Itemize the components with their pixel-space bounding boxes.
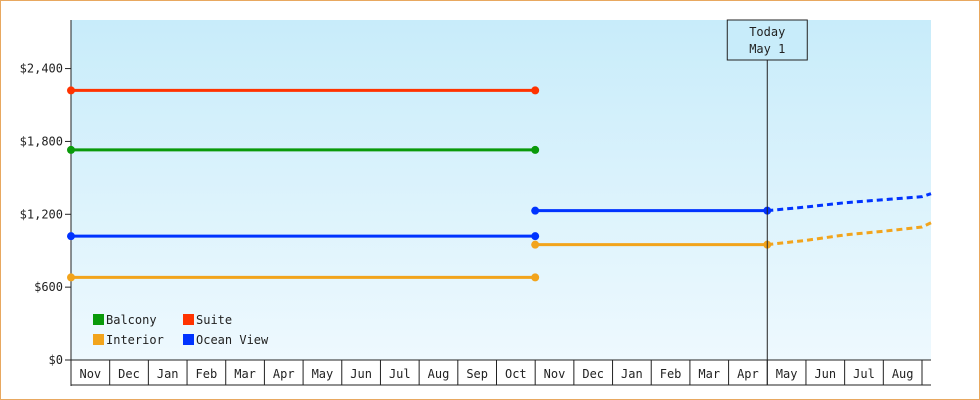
series-line: [767, 192, 932, 213]
x-tick-label: Dec: [118, 367, 140, 381]
legend-label: Balcony: [106, 313, 157, 327]
legend-label: Suite: [196, 313, 232, 327]
x-tick-label: Jul: [853, 367, 875, 381]
data-point: [531, 273, 540, 282]
x-tick-label: Nov: [79, 367, 101, 381]
x-tick-label: Aug: [892, 367, 914, 381]
x-tick-label: Jan: [157, 367, 179, 381]
legend-swatch: [183, 314, 194, 325]
data-point: [67, 145, 75, 154]
y-tick-label: $1,800: [20, 134, 63, 148]
x-tick-label: Apr: [737, 367, 759, 381]
y-tick-label: $0: [49, 353, 63, 367]
today-box: [726, 19, 808, 61]
x-tick-label: Aug: [428, 367, 450, 381]
series-line: [767, 221, 932, 247]
data-point: [531, 232, 540, 241]
x-tick-label: Jun: [350, 367, 372, 381]
x-tick-label: Dec: [582, 367, 604, 381]
data-point: [531, 86, 540, 95]
data-point: [531, 145, 540, 154]
x-tick-label: Apr: [273, 367, 295, 381]
data-point: [67, 232, 75, 241]
data-point: [67, 273, 75, 282]
x-tick-label: Oct: [505, 367, 527, 381]
data-point: [531, 240, 540, 249]
y-tick-label: $1,200: [20, 207, 63, 221]
x-tick-label: Sep: [466, 367, 488, 381]
x-tick-label: Feb: [196, 367, 218, 381]
x-tick-label: May: [776, 367, 798, 381]
legend-label: Ocean View: [196, 333, 269, 347]
y-tick-label: $2,400: [20, 62, 63, 76]
plot-area: [71, 20, 931, 360]
today-date: May 1: [749, 42, 785, 56]
x-tick-label: Jul: [389, 367, 411, 381]
x-tick-label: Feb: [660, 367, 682, 381]
legend-swatch: [93, 314, 104, 325]
x-tick-label: May: [312, 367, 334, 381]
today-label: Today: [749, 25, 785, 39]
legend-swatch: [183, 334, 194, 345]
y-tick-label: $600: [34, 280, 63, 294]
x-tick-label: Mar: [698, 367, 720, 381]
data-point: [531, 206, 540, 215]
x-tick-label: Mar: [234, 367, 256, 381]
x-tick-label: Jun: [814, 367, 836, 381]
legend-label: Interior: [106, 333, 164, 347]
x-tick-label: Nov: [544, 367, 566, 381]
legend-swatch: [93, 334, 104, 345]
x-tick-label: Jan: [621, 367, 643, 381]
data-point: [67, 86, 75, 95]
